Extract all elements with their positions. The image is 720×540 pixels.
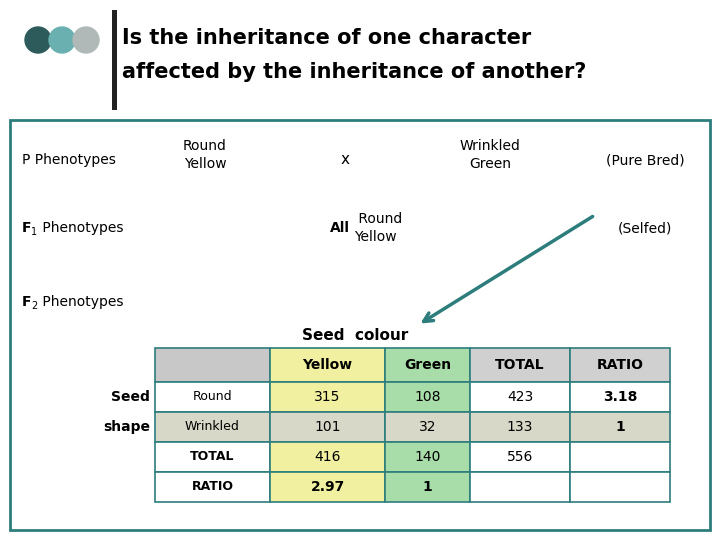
Bar	[270, 472, 385, 502]
Text: Phenotypes: Phenotypes	[38, 295, 124, 309]
Text: (Selfed): (Selfed)	[618, 221, 672, 235]
Text: TOTAL: TOTAL	[190, 450, 235, 463]
Bar	[570, 442, 670, 472]
Text: 1: 1	[31, 227, 37, 237]
Bar	[270, 412, 385, 442]
Text: (Pure Bred): (Pure Bred)	[606, 153, 684, 167]
Bar	[385, 382, 470, 412]
Text: 2: 2	[31, 301, 37, 311]
Text: shape: shape	[103, 420, 150, 434]
Text: Round
Yellow: Round Yellow	[183, 139, 227, 171]
Bar	[385, 442, 470, 472]
Bar	[470, 412, 570, 442]
Text: 101: 101	[314, 420, 341, 434]
Bar	[112, 10, 117, 110]
Text: Yellow: Yellow	[302, 358, 353, 372]
Circle shape	[25, 27, 51, 53]
Text: 133: 133	[507, 420, 534, 434]
Circle shape	[49, 27, 75, 53]
Bar	[570, 348, 670, 382]
Text: 140: 140	[414, 450, 441, 464]
Text: RATIO: RATIO	[596, 358, 644, 372]
Text: Seed  colour: Seed colour	[302, 327, 408, 342]
Bar	[470, 348, 570, 382]
Text: 556: 556	[507, 450, 534, 464]
Text: 423: 423	[507, 390, 533, 404]
Bar	[270, 442, 385, 472]
Text: Green: Green	[404, 358, 451, 372]
Text: Seed: Seed	[111, 390, 150, 404]
Bar	[155, 348, 270, 382]
Text: 315: 315	[315, 390, 341, 404]
Bar	[470, 472, 570, 502]
Text: Is the inheritance of one character: Is the inheritance of one character	[122, 28, 531, 48]
Text: F: F	[22, 295, 32, 309]
Text: 1: 1	[615, 420, 625, 434]
Bar	[270, 348, 385, 382]
Text: Phenotypes: Phenotypes	[38, 221, 124, 235]
Text: 3.18: 3.18	[603, 390, 637, 404]
Text: affected by the inheritance of another?: affected by the inheritance of another?	[122, 62, 586, 82]
Text: 416: 416	[314, 450, 341, 464]
Text: Wrinkled
Green: Wrinkled Green	[459, 139, 521, 171]
Text: Wrinkled: Wrinkled	[185, 421, 240, 434]
Text: P Phenotypes: P Phenotypes	[22, 153, 116, 167]
Bar	[470, 442, 570, 472]
Bar	[570, 382, 670, 412]
Bar	[155, 472, 270, 502]
Text: 2.97: 2.97	[310, 480, 345, 494]
Bar	[570, 472, 670, 502]
Text: 1: 1	[423, 480, 433, 494]
Bar	[385, 348, 470, 382]
FancyArrowPatch shape	[423, 217, 593, 321]
Circle shape	[73, 27, 99, 53]
Bar	[155, 442, 270, 472]
Bar	[570, 412, 670, 442]
Text: Round: Round	[193, 390, 233, 403]
Text: x: x	[341, 152, 349, 167]
Text: Round
Yellow: Round Yellow	[354, 212, 402, 244]
Text: All: All	[330, 221, 350, 235]
Bar	[155, 412, 270, 442]
Text: 32: 32	[419, 420, 436, 434]
Bar	[270, 382, 385, 412]
Bar	[10, 120, 710, 530]
Bar	[155, 382, 270, 412]
Text: TOTAL: TOTAL	[495, 358, 545, 372]
Bar	[385, 412, 470, 442]
Text: RATIO: RATIO	[192, 481, 233, 494]
Bar	[470, 382, 570, 412]
Bar	[385, 472, 470, 502]
Text: 108: 108	[414, 390, 441, 404]
Text: F: F	[22, 221, 32, 235]
